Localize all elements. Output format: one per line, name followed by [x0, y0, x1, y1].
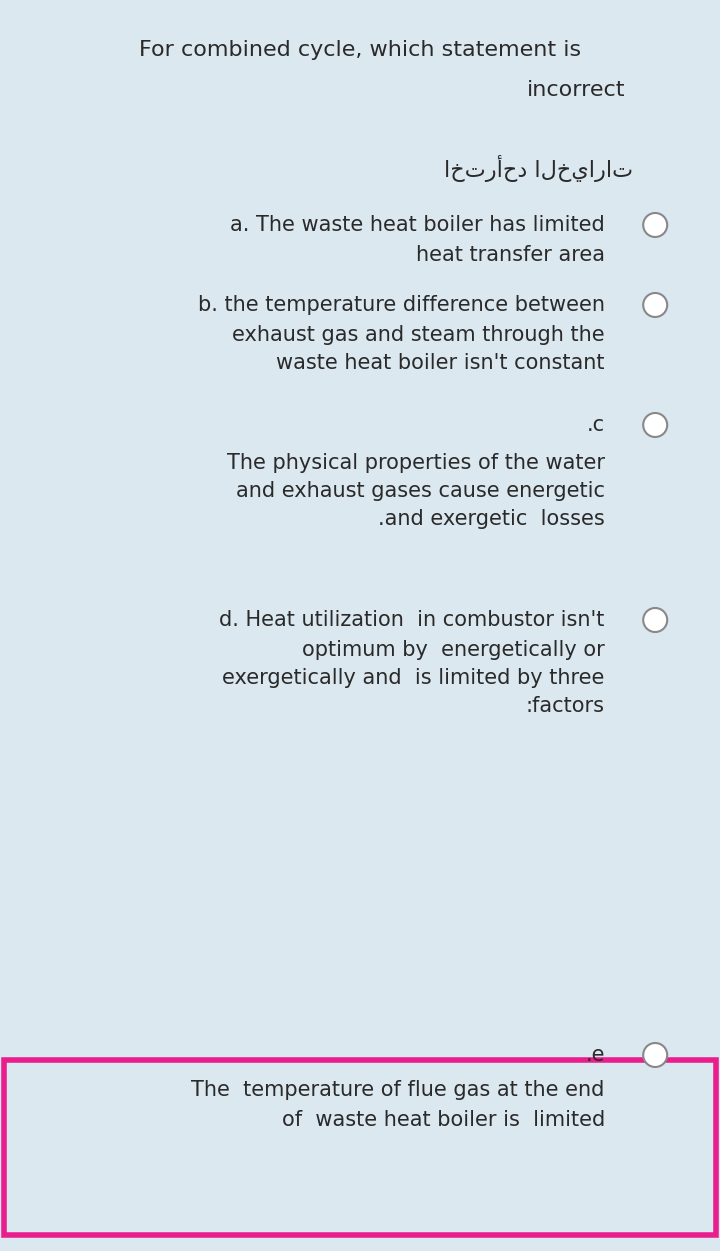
FancyBboxPatch shape [4, 1060, 716, 1235]
Circle shape [643, 1043, 667, 1067]
Text: d. Heat utilization  in combustor isn't: d. Heat utilization in combustor isn't [220, 610, 605, 631]
Text: of  waste heat boiler is  limited: of waste heat boiler is limited [282, 1110, 605, 1130]
Text: b. the temperature difference between: b. the temperature difference between [198, 295, 605, 315]
Text: optimum by  energetically or: optimum by energetically or [302, 641, 605, 661]
Text: .e: .e [585, 1045, 605, 1065]
Text: The  temperature of flue gas at the end: The temperature of flue gas at the end [192, 1080, 605, 1100]
Circle shape [643, 413, 667, 437]
Circle shape [643, 293, 667, 317]
Text: :factors: :factors [526, 696, 605, 716]
Text: The physical properties of the water: The physical properties of the water [227, 453, 605, 473]
Circle shape [643, 608, 667, 632]
Text: a. The waste heat boiler has limited: a. The waste heat boiler has limited [230, 215, 605, 235]
Text: exergetically and  is limited by three: exergetically and is limited by three [222, 668, 605, 688]
Text: For combined cycle, which statement is: For combined cycle, which statement is [139, 40, 581, 60]
Text: waste heat boiler isn't constant: waste heat boiler isn't constant [276, 353, 605, 373]
Text: exhaust gas and steam through the: exhaust gas and steam through the [232, 325, 605, 345]
Circle shape [643, 213, 667, 236]
Text: .and exergetic  losses: .and exergetic losses [378, 509, 605, 529]
Text: and exhaust gases cause energetic: and exhaust gases cause energetic [235, 480, 605, 500]
Text: .c: .c [587, 415, 605, 435]
Text: incorrect: incorrect [527, 80, 625, 100]
Text: heat transfer area: heat transfer area [416, 245, 605, 265]
Text: اخترأحد الخيارات: اخترأحد الخيارات [444, 155, 634, 181]
